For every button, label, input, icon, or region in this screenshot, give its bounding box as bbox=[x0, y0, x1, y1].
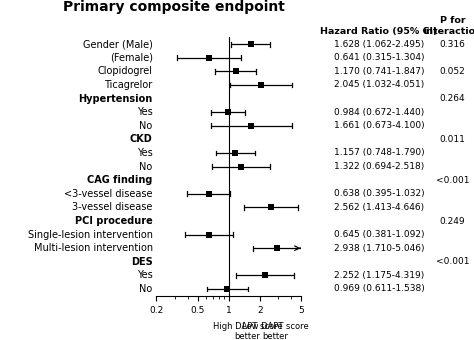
Text: No: No bbox=[139, 162, 153, 172]
Text: 2.045 (1.032-4.051): 2.045 (1.032-4.051) bbox=[334, 81, 424, 89]
Text: DES: DES bbox=[131, 257, 153, 267]
Text: 3-vessel disease: 3-vessel disease bbox=[72, 202, 153, 212]
Text: 0.316: 0.316 bbox=[440, 40, 465, 49]
Text: (Female): (Female) bbox=[109, 53, 153, 63]
Text: Multi-lesion intervention: Multi-lesion intervention bbox=[34, 243, 153, 253]
Text: 0.638 (0.395-1.032): 0.638 (0.395-1.032) bbox=[334, 189, 425, 198]
Text: 0.249: 0.249 bbox=[440, 217, 465, 225]
Text: 1.628 (1.062-2.495): 1.628 (1.062-2.495) bbox=[334, 40, 424, 49]
Text: Yes: Yes bbox=[137, 148, 153, 158]
Text: 2.252 (1.175-4.319): 2.252 (1.175-4.319) bbox=[334, 271, 424, 280]
Text: Clopidogrel: Clopidogrel bbox=[98, 66, 153, 76]
Text: 1.170 (0.741-1.847): 1.170 (0.741-1.847) bbox=[334, 67, 424, 76]
Text: High DAPT score
better: High DAPT score better bbox=[213, 322, 283, 340]
Text: 0.969 (0.611-1.538): 0.969 (0.611-1.538) bbox=[334, 285, 425, 293]
Text: 0.984 (0.672-1.440): 0.984 (0.672-1.440) bbox=[334, 108, 424, 117]
Text: 0.645 (0.381-1.092): 0.645 (0.381-1.092) bbox=[334, 230, 424, 239]
Text: 2.938 (1.710-5.046): 2.938 (1.710-5.046) bbox=[334, 244, 424, 253]
Text: P for
interaction: P for interaction bbox=[423, 16, 474, 36]
Text: PCI procedure: PCI procedure bbox=[75, 216, 153, 226]
Text: No: No bbox=[139, 121, 153, 131]
Text: <0.001: <0.001 bbox=[436, 257, 469, 266]
Text: 1.157 (0.748-1.790): 1.157 (0.748-1.790) bbox=[334, 149, 425, 157]
Text: <3-vessel disease: <3-vessel disease bbox=[64, 189, 153, 199]
Text: 1.661 (0.673-4.100): 1.661 (0.673-4.100) bbox=[334, 121, 425, 130]
Text: Primary composite endpoint: Primary composite endpoint bbox=[63, 0, 285, 14]
Text: Gender (Male): Gender (Male) bbox=[83, 39, 153, 49]
Text: Ticagrelor: Ticagrelor bbox=[104, 80, 153, 90]
Text: 0.011: 0.011 bbox=[440, 135, 465, 144]
Text: CKD: CKD bbox=[130, 134, 153, 144]
Text: <0.001: <0.001 bbox=[436, 176, 469, 185]
Text: CAG finding: CAG finding bbox=[87, 175, 153, 185]
Text: Single-lesion intervention: Single-lesion intervention bbox=[27, 230, 153, 240]
Text: Yes: Yes bbox=[137, 107, 153, 117]
Text: 0.264: 0.264 bbox=[440, 94, 465, 103]
Text: No: No bbox=[139, 284, 153, 294]
Text: Yes: Yes bbox=[137, 270, 153, 280]
Text: 0.641 (0.315-1.304): 0.641 (0.315-1.304) bbox=[334, 53, 424, 62]
Text: 2.562 (1.413-4.646): 2.562 (1.413-4.646) bbox=[334, 203, 424, 212]
Text: Low DAPT score
better: Low DAPT score better bbox=[242, 322, 309, 340]
Text: 1.322 (0.694-2.518): 1.322 (0.694-2.518) bbox=[334, 162, 424, 171]
Text: Hazard Ratio (95% CI): Hazard Ratio (95% CI) bbox=[320, 27, 438, 36]
Text: 0.052: 0.052 bbox=[440, 67, 465, 76]
Text: Hypertension: Hypertension bbox=[78, 94, 153, 104]
